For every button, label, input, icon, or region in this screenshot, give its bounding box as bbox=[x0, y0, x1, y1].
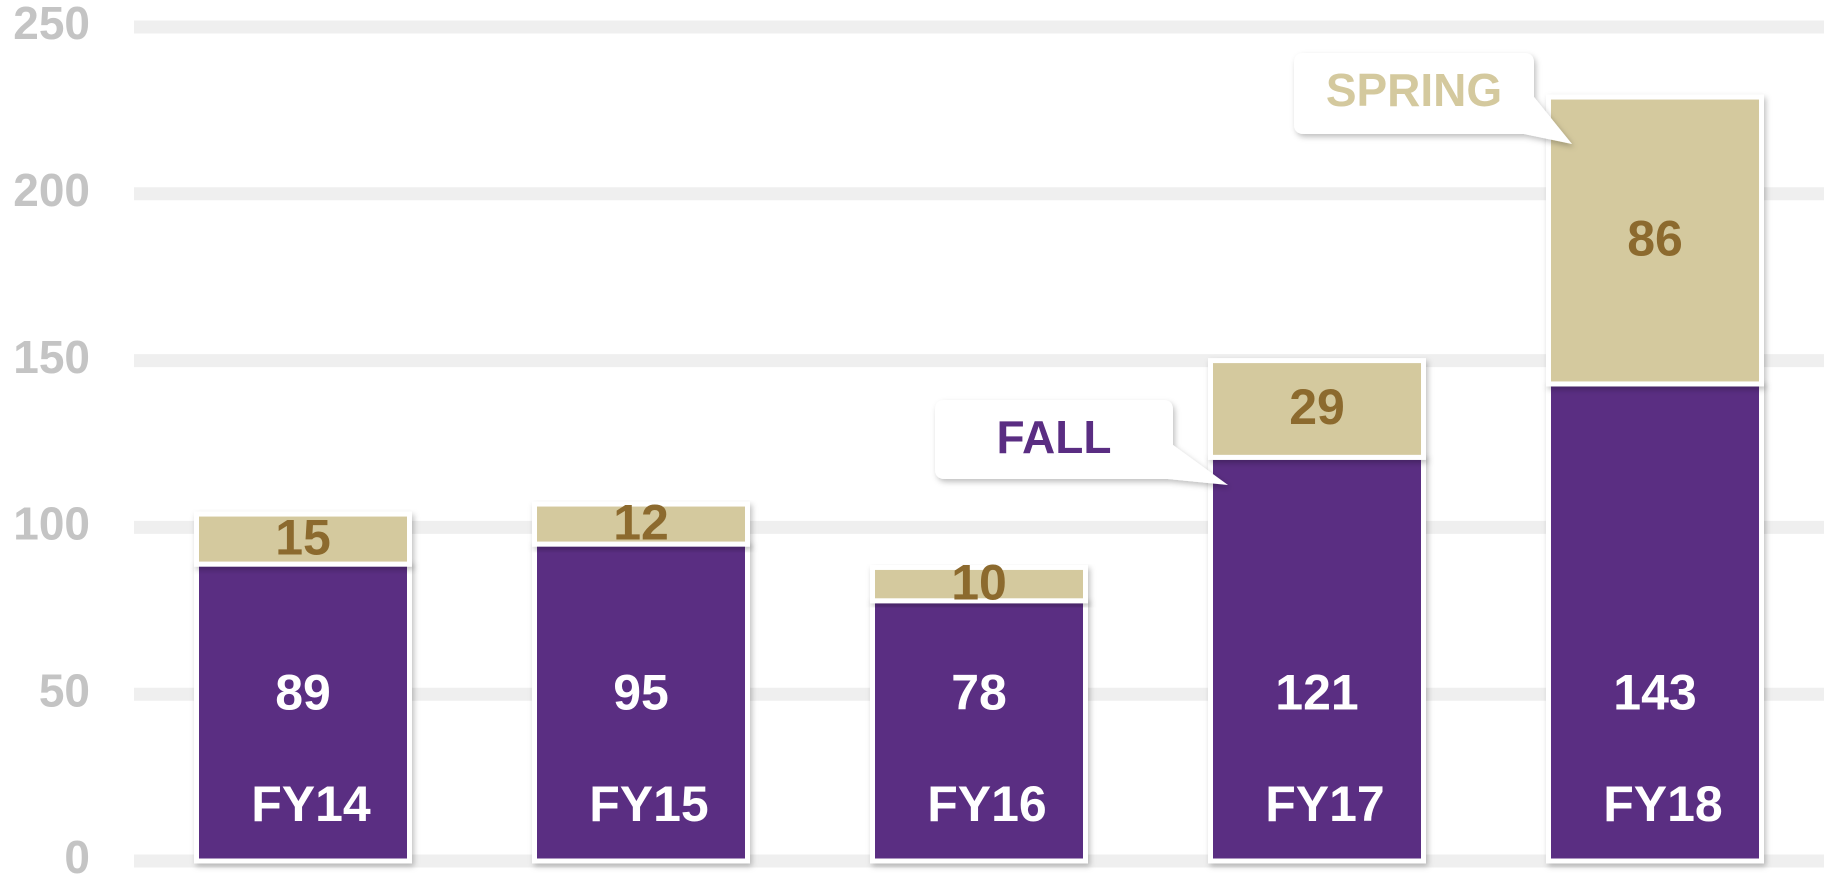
data-label: 143 bbox=[1613, 664, 1696, 720]
legend-label: SPRING bbox=[1326, 64, 1502, 116]
x-tick-label: FY14 bbox=[251, 776, 371, 832]
bars: 89 15 FY14 95 12 FY15 78 10 FY16 121 29 FY17 143 86 FY… bbox=[194, 94, 1764, 864]
bar-segment bbox=[194, 511, 412, 567]
legend-label: FALL bbox=[997, 411, 1112, 463]
bar-segment bbox=[194, 561, 412, 864]
data-label: 121 bbox=[1275, 664, 1358, 720]
bar-segment bbox=[1546, 94, 1764, 387]
data-label: 89 bbox=[275, 664, 331, 720]
legend-callout bbox=[1294, 53, 1572, 144]
y-tick-label: 50 bbox=[39, 664, 90, 716]
y-tick-label: 100 bbox=[13, 498, 90, 550]
bar-segment bbox=[1546, 381, 1764, 864]
data-label: 15 bbox=[275, 509, 331, 565]
data-label: 29 bbox=[1289, 379, 1345, 435]
x-tick-label: FY18 bbox=[1603, 776, 1723, 832]
y-tick-label: 250 bbox=[13, 0, 90, 49]
data-label: 78 bbox=[951, 664, 1007, 720]
legend: FALL SPRING bbox=[935, 53, 1572, 485]
bar-segment bbox=[1208, 454, 1426, 864]
data-label: 86 bbox=[1627, 211, 1683, 267]
y-tick-label: 0 bbox=[64, 831, 90, 881]
bar-segment bbox=[532, 501, 750, 547]
x-tick-label: FY16 bbox=[927, 776, 1047, 832]
data-label: 95 bbox=[613, 664, 669, 720]
legend-callout bbox=[935, 400, 1228, 485]
y-tick-label: 150 bbox=[13, 331, 90, 383]
bar-segment bbox=[1208, 358, 1426, 460]
data-label: 12 bbox=[613, 494, 669, 550]
x-tick-label: FY17 bbox=[1265, 776, 1385, 832]
y-tick-label: 200 bbox=[13, 164, 90, 216]
data-label: 10 bbox=[951, 554, 1007, 610]
bar-segment bbox=[870, 564, 1088, 604]
x-tick-label: FY15 bbox=[589, 776, 709, 832]
grid: 0 50 100 150 200 250 bbox=[13, 0, 1824, 881]
